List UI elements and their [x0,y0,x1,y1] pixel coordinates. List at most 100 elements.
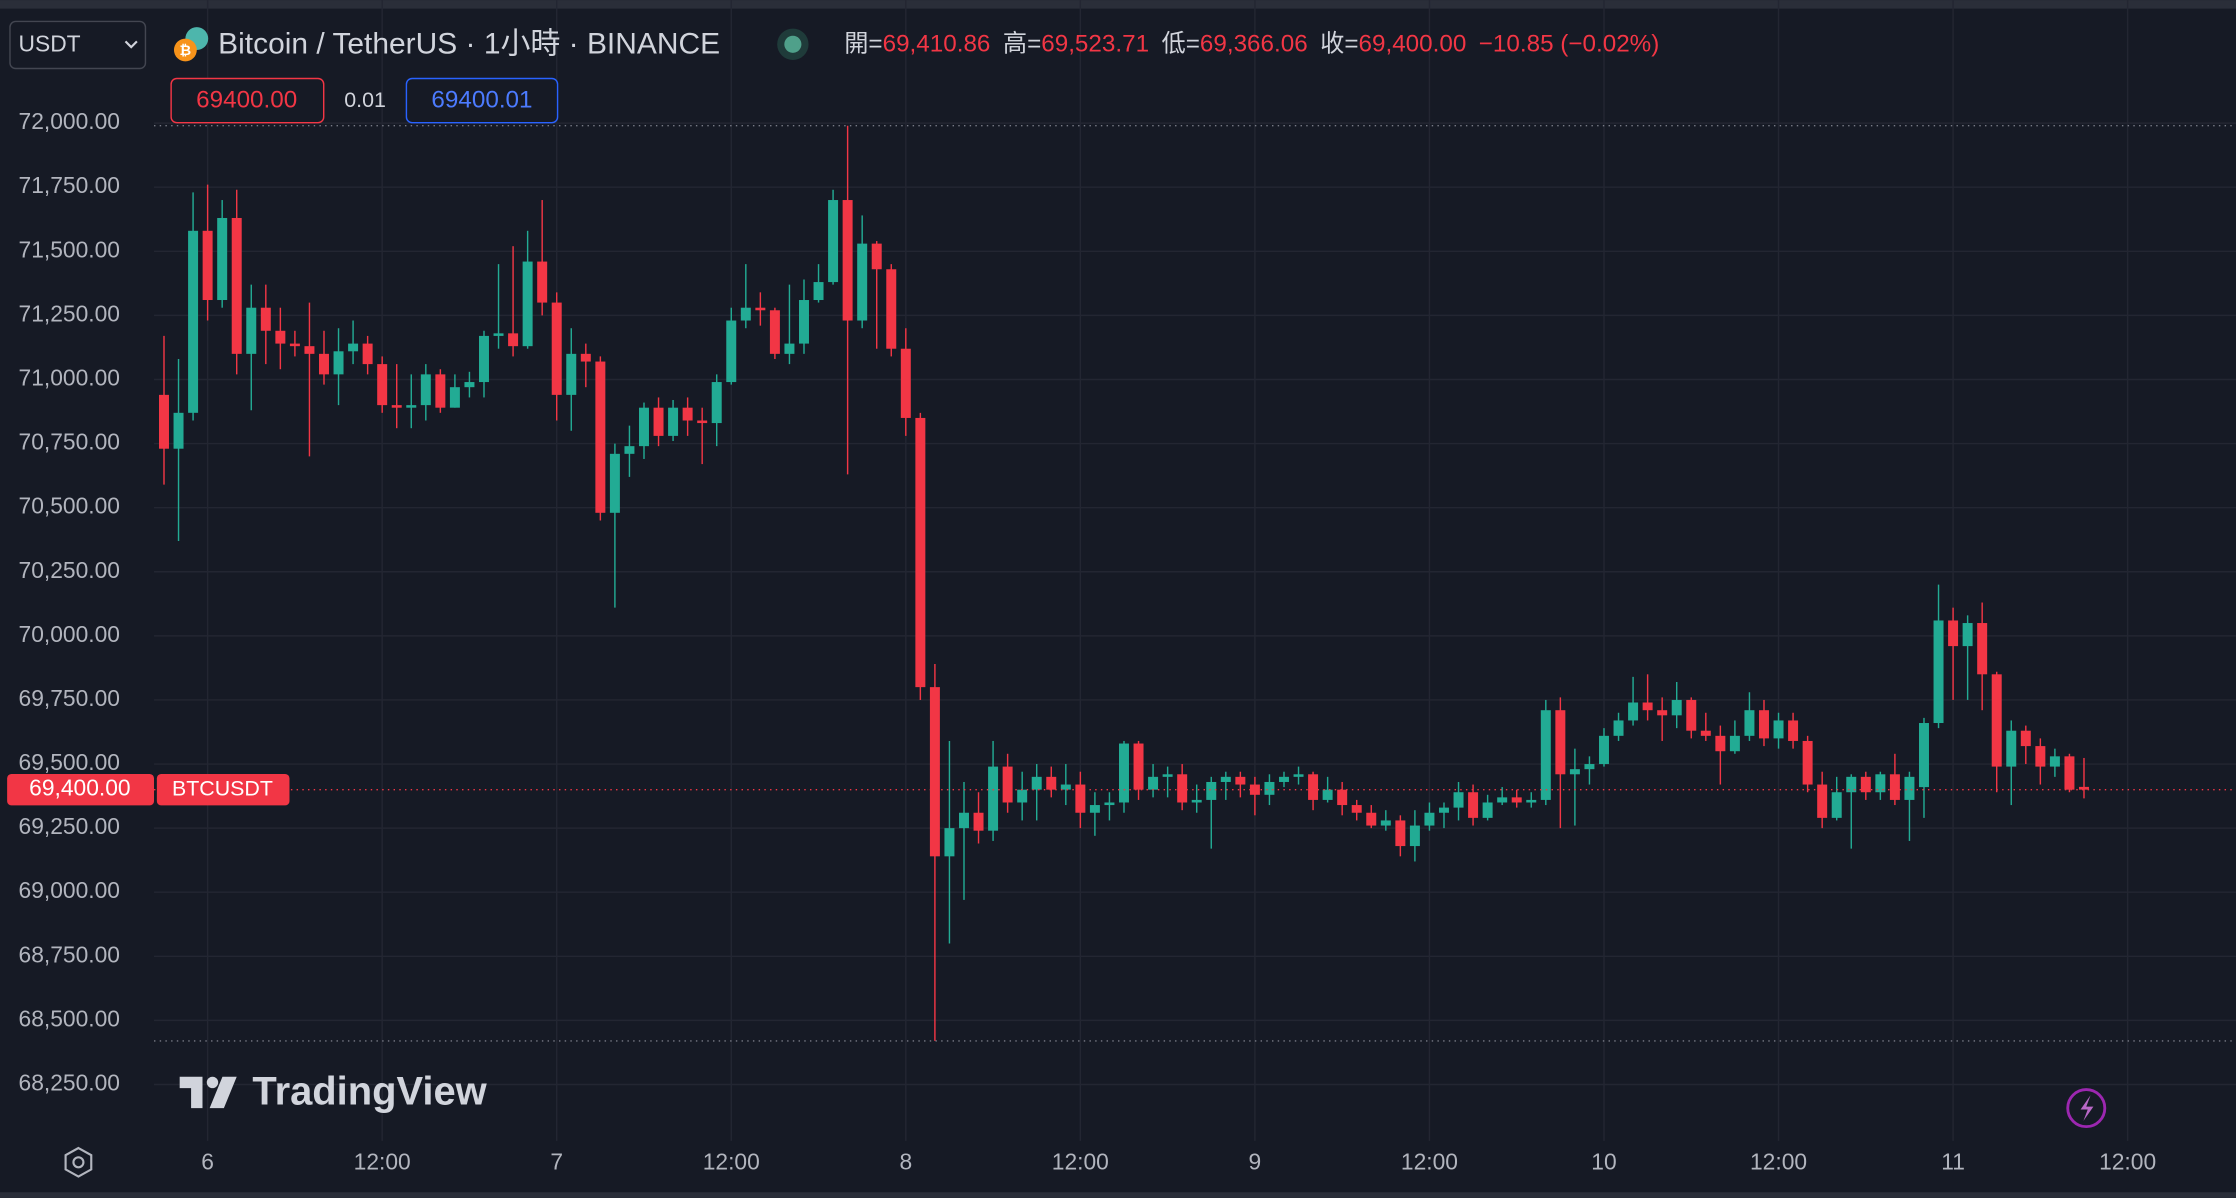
x-tick-label: 11 [1941,1149,1965,1175]
candle-body [159,394,169,449]
sell-button[interactable] [170,77,325,124]
buy-button[interactable] [405,77,559,124]
candle-body [973,812,984,831]
candle-body [944,828,955,857]
candle-body [362,343,373,365]
candle-body [1773,720,1784,739]
candle-body [289,343,300,347]
candle-body [1031,776,1042,790]
candle-body [1278,776,1289,782]
bitcoin-icon [173,38,197,62]
candle-body [348,343,359,352]
candle-body [1409,825,1420,847]
candle-body [260,307,271,331]
candle-body [886,269,897,349]
y-tick-label: 71,500.00 [19,236,120,262]
candle-body [1322,789,1333,800]
y-tick-label: 70,250.00 [19,557,120,583]
lightning-button[interactable] [2066,1088,2107,1129]
candle-body [1526,799,1537,803]
candle-body [522,261,533,347]
candle-body [1628,702,1639,721]
candle-body [1366,812,1377,826]
candle-body [1540,710,1551,800]
candle-body [333,351,344,375]
candle-body [1671,699,1682,716]
candle-body [595,361,606,513]
y-tick-label: 68,750.00 [19,941,120,967]
spread: 0.01 [344,88,386,112]
candle-body [1642,702,1653,711]
candle-body [1889,774,1900,800]
candle-body [697,420,708,424]
candle-body [202,230,213,301]
x-tick-label: 12:00 [2099,1149,2156,1175]
candle-body [769,310,780,354]
candle-body [304,346,315,354]
candle-body [668,407,679,436]
x-tick-label: 12:00 [1401,1149,1458,1175]
candle-body [1788,720,1799,741]
candle-body [566,353,577,395]
candle-body [1468,792,1479,818]
candle-body [1715,735,1726,752]
candle-body [1235,776,1246,785]
symbol-select-text: USDT [19,31,81,57]
x-tick-label: 9 [1249,1149,1262,1175]
settings-button[interactable] [64,1146,93,1178]
symbol-tag [156,773,290,806]
y-tick-label: 69,250.00 [19,813,120,839]
y-tick-label: 71,000.00 [19,365,120,391]
candle-body [1686,699,1697,731]
candle-body [1700,730,1711,736]
candle-body [1002,766,1013,803]
candle-body [1802,740,1813,785]
select-caret [124,40,138,49]
candle-body [1017,789,1028,803]
candle-body [1511,797,1522,803]
candle-body [1308,774,1319,800]
candle-body [1424,812,1435,826]
candle-body [1729,735,1740,752]
candle-body [2064,756,2075,790]
lightning-icon [2080,1095,2094,1121]
candle-body [915,417,926,688]
y-tick-label: 71,250.00 [19,300,120,326]
y-tick-label: 71,750.00 [19,172,120,198]
candle-body [784,343,795,354]
candle-body [740,307,751,321]
candle-body [1482,802,1493,818]
candle-body [2020,730,2031,747]
candle-body [1875,774,1886,793]
candle-body [609,453,620,513]
candle-body [1831,792,1842,818]
y-tick-label: 69,500.00 [19,749,120,775]
brand: TradingView [252,1069,487,1113]
candle-body [464,382,475,388]
candle-body [1162,774,1173,777]
candle-body [551,302,562,395]
candle-body [420,374,431,406]
candle-body [1977,623,1988,675]
candle-body [537,261,548,303]
candle-body [1657,710,1668,716]
candle-body [1220,776,1231,782]
candle-body [1918,723,1929,788]
market-status [784,35,802,53]
logo-mark [209,1076,237,1109]
tradingview-logo: TradingView [179,1069,488,1113]
candle-body [1962,623,1973,647]
candle-body [391,405,402,408]
candles [159,125,2089,1041]
candle-body [1075,784,1086,813]
candle-body [188,230,199,413]
y-tick-label: 70,750.00 [19,429,120,455]
symbol-select[interactable] [9,20,147,70]
candle-body [1584,764,1595,770]
candle-body [1089,805,1100,813]
y-tick-label: 70,000.00 [19,621,120,647]
candle-body [1555,710,1566,775]
candle-body [508,333,519,347]
candle-body [217,217,228,301]
candle-body [857,243,868,321]
